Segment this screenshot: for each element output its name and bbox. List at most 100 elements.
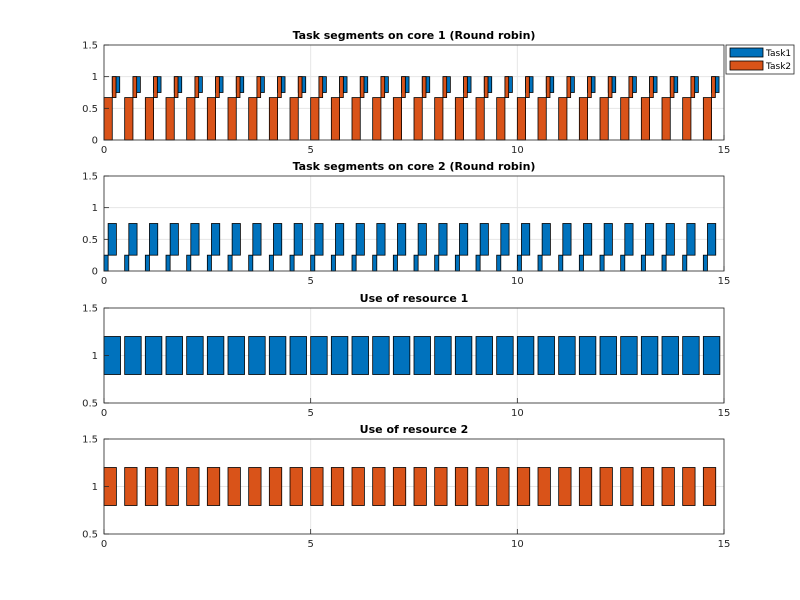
bar-task1-segment	[231, 223, 241, 256]
bar-task1-segment	[521, 223, 531, 256]
subplot-title: Task segments on core 1 (Round robin)	[293, 29, 536, 42]
bar-task1-segment	[640, 336, 659, 375]
bar-task1-segment	[363, 76, 369, 93]
x-tick-label: 5	[307, 408, 313, 419]
bar-task2-segment	[661, 97, 671, 141]
bar-task2-segment	[372, 97, 382, 141]
bar-task1-segment	[537, 254, 543, 272]
x-tick-label: 10	[511, 408, 524, 419]
bar-task1-segment	[413, 254, 419, 272]
bar-task1-segment	[603, 223, 613, 256]
y-tick-label: 1	[92, 482, 98, 493]
bar-task1-segment	[335, 223, 345, 256]
legend-swatch-task1	[729, 47, 764, 58]
bar-task1-segment	[165, 336, 183, 375]
bar-task2-segment	[248, 97, 258, 141]
bar-task1-segment	[475, 254, 481, 272]
y-tick-label: 1	[92, 351, 98, 362]
bar-task2-segment	[268, 97, 278, 141]
bar-task1-segment	[459, 223, 469, 256]
bar-task1-segment	[227, 336, 245, 375]
bar-task1-segment	[107, 223, 117, 256]
bar-task1-segment	[177, 76, 183, 93]
bar-task2-segment	[124, 97, 134, 141]
bar-task1-segment	[392, 254, 398, 272]
bar-task2-segment	[132, 76, 138, 98]
bar-task2-segment	[661, 467, 675, 506]
bar-task1-segment	[293, 223, 303, 256]
bar-task1-segment	[702, 254, 708, 272]
bar-task2-segment	[235, 76, 241, 98]
bar-task1-segment	[330, 336, 349, 375]
bar-task2-segment	[318, 76, 324, 98]
bar-task1-segment	[322, 76, 327, 93]
bar-task2-segment	[587, 76, 592, 98]
bar-task2-segment	[413, 97, 423, 141]
bar-task2-segment	[277, 76, 282, 98]
bar-task1-segment	[248, 336, 266, 375]
bar-task2-segment	[649, 76, 654, 98]
bar-task1-segment	[289, 254, 295, 272]
bar-task1-segment	[500, 223, 510, 256]
y-tick-label: 0.5	[82, 399, 98, 410]
bar-task1-segment	[558, 336, 576, 375]
y-tick-label: 0.5	[82, 530, 98, 541]
bar-task2-segment	[620, 97, 630, 141]
legend-label-task2: Task2	[765, 62, 791, 72]
bar-task1-segment	[289, 336, 307, 375]
bar-task1-segment	[425, 76, 431, 93]
y-tick-label: 0.5	[82, 104, 98, 115]
legend-swatch-task2	[729, 60, 764, 71]
bar-task2-segment	[516, 467, 531, 506]
bar-task2-segment	[628, 76, 634, 98]
subplot-title: Task segments on core 2 (Round robin)	[293, 160, 536, 173]
bar-task2-segment	[475, 467, 489, 506]
bar-task1-segment	[438, 223, 448, 256]
y-tick-label: 0	[92, 267, 98, 278]
bar-task2-segment	[359, 76, 365, 98]
bar-task1-segment	[227, 254, 233, 272]
bar-task2-segment	[558, 467, 572, 506]
bar-task1-segment	[128, 223, 138, 256]
bar-task2-segment	[227, 467, 241, 506]
x-tick-label: 5	[307, 276, 313, 287]
bar-task2-segment	[496, 97, 506, 141]
bar-task1-segment	[273, 223, 283, 256]
bar-task1-segment	[301, 76, 307, 93]
bar-task2-segment	[620, 467, 634, 506]
bar-task1-segment	[570, 76, 575, 93]
x-tick-label: 0	[101, 145, 107, 156]
bar-task1-segment	[599, 254, 605, 272]
bar-task1-segment	[673, 76, 679, 93]
bar-task2-segment	[682, 97, 692, 141]
bar-task2-segment	[256, 76, 262, 98]
x-tick-label: 15	[718, 145, 731, 156]
bar-task1-segment	[144, 254, 150, 272]
bar-task1-segment	[239, 76, 245, 93]
bar-task1-segment	[466, 76, 472, 93]
bar-task1-segment	[124, 336, 142, 375]
bar-task1-segment	[330, 254, 336, 272]
bar-task2-segment	[454, 467, 469, 506]
bar-task2-segment	[516, 97, 527, 141]
bar-task1-segment	[640, 254, 646, 272]
bar-task1-segment	[528, 76, 534, 93]
bar-task1-segment	[479, 223, 489, 256]
bar-task2-segment	[640, 97, 651, 141]
bar-task2-segment	[702, 97, 713, 141]
bar-task2-segment	[289, 97, 299, 141]
x-tick-label: 15	[718, 276, 731, 287]
bar-task1-segment	[578, 336, 597, 375]
bar-task1-segment	[413, 336, 431, 375]
bar-task2-segment	[392, 97, 402, 141]
bar-task1-segment	[404, 76, 410, 93]
bar-task1-segment	[190, 223, 200, 256]
bar-task2-segment	[351, 467, 365, 506]
bar-task2-segment	[421, 76, 427, 98]
bar-task2-segment	[165, 467, 179, 506]
bar-task2-segment	[578, 467, 593, 506]
bar-task1-segment	[682, 336, 700, 375]
bar-task1-segment	[508, 76, 513, 93]
bar-task1-segment	[714, 76, 720, 93]
bar-task1-segment	[397, 223, 407, 256]
